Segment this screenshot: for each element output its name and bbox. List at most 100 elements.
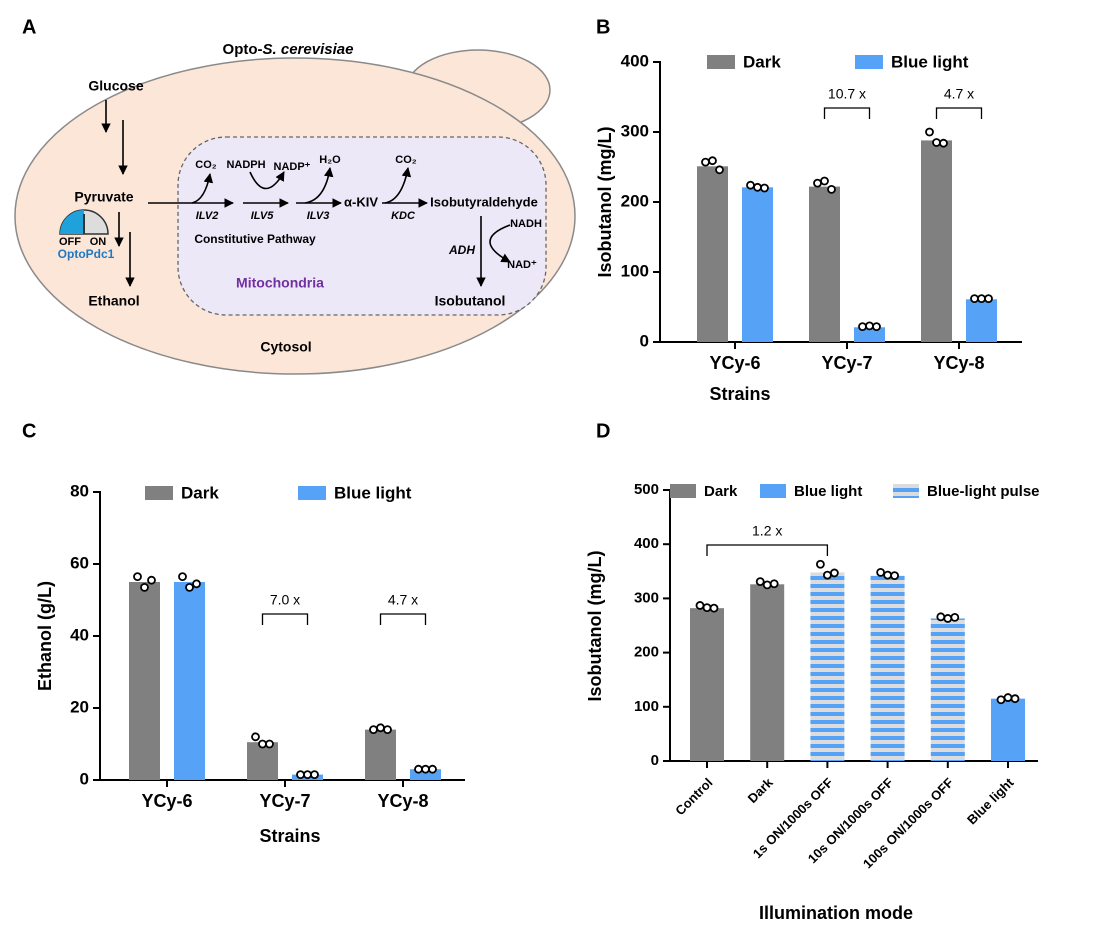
- replicate-point: [258, 739, 267, 749]
- replicate-point: [140, 583, 149, 592]
- legend-swatch: [893, 484, 919, 498]
- replicate-point: [760, 183, 769, 193]
- panel-label: A: [22, 16, 36, 38]
- cofactor: NADH: [510, 218, 542, 230]
- replicate-point: [701, 157, 710, 167]
- y-tick-label: 40: [70, 625, 89, 644]
- replicate-point: [827, 184, 836, 194]
- legend-swatch: [145, 486, 173, 500]
- enzyme: ILV2: [196, 210, 219, 222]
- x-axis-title: Strains: [259, 826, 320, 846]
- y-tick-label: 60: [70, 553, 89, 572]
- arrow: [191, 173, 214, 204]
- bar: [129, 582, 160, 780]
- replicate-point: [813, 178, 822, 188]
- title-species: S. cerevisiae: [263, 41, 354, 58]
- bar: [690, 608, 724, 761]
- replicate-point: [414, 764, 423, 774]
- comparison-bracket: [935, 107, 983, 119]
- bar: [247, 742, 278, 780]
- replicate-point: [147, 575, 156, 585]
- replicate-point: [977, 294, 986, 304]
- bar: [809, 186, 840, 342]
- replicate-point: [925, 127, 934, 137]
- x-axis-title: Illumination mode: [759, 903, 913, 923]
- fold-change: 1.2 x: [752, 523, 782, 539]
- replicate-point: [296, 770, 305, 779]
- node-label: α-KIV: [344, 194, 378, 209]
- replicate-point: [746, 180, 755, 190]
- replicate-point: [1010, 694, 1020, 704]
- replicate-point: [178, 572, 187, 581]
- replicate-point: [753, 182, 762, 192]
- x-tick-label: YCy-7: [259, 791, 310, 811]
- mitochondrion: [177, 136, 547, 316]
- switch-label: OFF: [59, 236, 81, 248]
- replicate-point: [858, 322, 867, 332]
- node-label: Pyruvate: [74, 189, 133, 205]
- replicate-point: [939, 138, 948, 148]
- legend-label: Dark: [704, 483, 738, 500]
- replicate-point: [883, 570, 892, 580]
- enzyme: KDC: [391, 210, 416, 222]
- replicate-point: [265, 739, 274, 749]
- cofactor: NAD⁺: [507, 259, 537, 271]
- bar: [930, 618, 965, 761]
- node-label: Isobutyraldehyde: [430, 194, 538, 209]
- replicate-point: [970, 294, 979, 304]
- legend-label: Dark: [743, 52, 781, 71]
- replicate-point: [303, 770, 312, 779]
- node-label: Isobutanol: [435, 293, 506, 309]
- replicate-point: [950, 612, 960, 622]
- y-tick-label: 400: [621, 51, 649, 70]
- y-tick-label: 0: [640, 331, 649, 350]
- y-tick-label: 100: [634, 698, 659, 715]
- replicate-point: [383, 725, 392, 734]
- x-tick-label: YCy-8: [933, 353, 984, 373]
- y-tick-label: 20: [70, 697, 89, 716]
- replicate-point: [709, 603, 719, 613]
- replicate-point: [376, 723, 385, 733]
- replicate-point: [192, 579, 201, 589]
- replicate-point: [762, 580, 772, 590]
- replicate-point: [816, 559, 825, 569]
- bar: [966, 299, 997, 342]
- title-prefix: Opto-: [223, 41, 263, 58]
- legend-swatch: [855, 55, 883, 69]
- gauge-on: [60, 210, 84, 234]
- comparison-bracket: [379, 613, 427, 625]
- y-tick-label: 100: [621, 261, 649, 280]
- node-label: Glucose: [88, 78, 143, 94]
- pathway-label: Constitutive Pathway: [194, 232, 316, 246]
- comparison-bracket: [823, 107, 871, 119]
- fold-change: 4.7 x: [388, 592, 418, 608]
- enzyme: ILV3: [307, 210, 330, 222]
- fold-change: 7.0 x: [270, 592, 300, 608]
- replicate-point: [830, 568, 839, 578]
- replicate-point: [936, 612, 946, 622]
- switch-label: ON: [90, 236, 107, 248]
- replicate-point: [984, 294, 993, 304]
- fold-change: 10.7 x: [828, 86, 866, 102]
- y-axis-title: Isobutanol (mg/L): [595, 127, 615, 278]
- bar: [742, 187, 773, 342]
- x-tick-label: Control: [672, 775, 715, 818]
- bar: [854, 327, 885, 342]
- compartment-label: Cytosol: [260, 339, 311, 355]
- x-tick-label: YCy-8: [377, 791, 428, 811]
- y-tick-label: 400: [634, 535, 659, 552]
- cofactor: CO₂: [195, 159, 217, 171]
- y-tick-label: 500: [634, 481, 659, 498]
- x-tick-label: YCy-7: [821, 353, 872, 373]
- panel-label: B: [596, 16, 610, 38]
- arrow: [304, 167, 334, 204]
- replicate-point: [251, 732, 260, 742]
- replicate-point: [890, 571, 899, 581]
- fold-change: 4.7 x: [944, 86, 974, 102]
- bar: [750, 584, 785, 761]
- legend-label: Blue-light pulse: [927, 483, 1040, 500]
- y-tick-label: 200: [634, 644, 659, 661]
- legend-swatch: [707, 55, 735, 69]
- y-tick-label: 0: [80, 769, 89, 788]
